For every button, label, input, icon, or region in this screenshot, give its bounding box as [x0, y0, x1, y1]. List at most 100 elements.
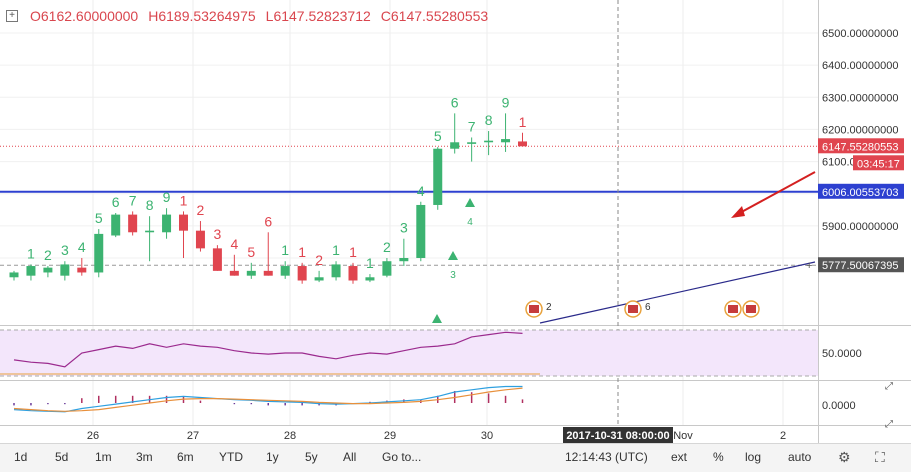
- candle[interactable]: [212, 248, 222, 271]
- td-count-label: 5: [434, 128, 442, 144]
- flag-icon: [728, 305, 738, 313]
- range-5d-button[interactable]: 5d: [55, 450, 69, 464]
- candle[interactable]: [229, 270, 239, 276]
- range-1y-button[interactable]: 1y: [266, 450, 279, 464]
- trend-line[interactable]: [539, 261, 816, 324]
- time-tick-label: 27: [187, 430, 199, 442]
- td-count-label: 4: [417, 183, 425, 199]
- candle[interactable]: [331, 264, 341, 278]
- td-count-label: 2: [315, 252, 323, 268]
- expand-pane-icon[interactable]: ⤢: [885, 381, 893, 392]
- candle[interactable]: [501, 139, 511, 143]
- range-ytd-button[interactable]: YTD: [219, 450, 243, 464]
- td-count-label: 1: [298, 244, 306, 260]
- candle[interactable]: [60, 264, 70, 276]
- price-tick-label: 6200.00000000: [822, 124, 898, 136]
- candle[interactable]: [195, 230, 205, 249]
- td-count-label: 1: [27, 245, 35, 261]
- price-tick-label: 6400.00000000: [822, 60, 898, 72]
- td-count-label: 4: [230, 236, 238, 252]
- candle[interactable]: [433, 148, 443, 205]
- td-count-label: 9: [502, 94, 510, 110]
- td-count-label: 1: [180, 192, 188, 208]
- flag-icon: [529, 305, 539, 313]
- candle[interactable]: [9, 272, 19, 278]
- event-count: 6: [645, 302, 651, 313]
- macd-panel[interactable]: [0, 381, 818, 425]
- ohlc-legend: + O6162.60000000 H6189.53264975 L6147.52…: [6, 8, 488, 24]
- td-count-label: 1: [349, 244, 357, 260]
- td-count-label: 1: [366, 255, 374, 271]
- candle[interactable]: [162, 214, 172, 233]
- flag-icon: [628, 305, 638, 313]
- countdown-tag: [853, 155, 904, 171]
- settings-gear-icon[interactable]: ⚙: [838, 449, 851, 465]
- candle[interactable]: [314, 277, 324, 281]
- chart-canvas[interactable]: 123456789123456112111234567891342656500.…: [0, 0, 911, 443]
- time-tick-label: 26: [87, 430, 99, 442]
- td-count-label: 6: [112, 194, 120, 210]
- candle[interactable]: [484, 140, 494, 143]
- candle[interactable]: [399, 258, 409, 262]
- goto-button[interactable]: Go to...: [382, 450, 422, 464]
- range-6m-button[interactable]: 6m: [177, 450, 194, 464]
- candle[interactable]: [416, 204, 426, 258]
- rsi-line: [13, 331, 523, 368]
- candle[interactable]: [348, 266, 358, 281]
- candle[interactable]: [94, 233, 104, 273]
- td-count-label: 8: [146, 197, 154, 213]
- td-count-label: 3: [61, 242, 69, 258]
- td-count-label: 1: [332, 242, 340, 258]
- ohlc-close: C6147.55280553: [380, 8, 489, 24]
- log-toggle[interactable]: log: [745, 450, 762, 464]
- countdown-label: 03:45:17: [857, 158, 900, 170]
- td-count-label: 1: [519, 114, 527, 130]
- clock-label[interactable]: 12:14:43 (UTC): [565, 450, 648, 464]
- candle[interactable]: [280, 266, 290, 276]
- ohlc-high: H6189.53264975: [148, 8, 256, 24]
- range-3m-button[interactable]: 3m: [136, 450, 153, 464]
- buy-marker-icon: [432, 314, 442, 323]
- candle[interactable]: [518, 141, 527, 147]
- annotation-arrow[interactable]: [735, 171, 816, 216]
- candle[interactable]: [128, 214, 138, 233]
- td-count-label: 3: [400, 220, 408, 236]
- auto-toggle[interactable]: auto: [788, 450, 812, 464]
- time-tick-label: 30: [481, 430, 493, 442]
- add-line-icon[interactable]: +: [806, 260, 812, 272]
- candle[interactable]: [77, 267, 87, 273]
- td-count-label: 2: [44, 247, 52, 263]
- td-count-label: 5: [95, 210, 103, 226]
- candle[interactable]: [246, 270, 256, 276]
- candle[interactable]: [365, 277, 375, 281]
- range-1m-button[interactable]: 1m: [95, 450, 112, 464]
- collapse-legend-icon[interactable]: +: [6, 10, 18, 22]
- crosshair-time-tag: [563, 427, 673, 443]
- fullscreen-icon[interactable]: ⛶: [875, 449, 885, 465]
- td-count-label: 3: [214, 226, 222, 242]
- candle[interactable]: [467, 142, 477, 144]
- candle[interactable]: [26, 266, 36, 276]
- td-count-label: 6: [264, 213, 272, 229]
- price-tick-label: 5900.00000000: [822, 221, 898, 233]
- td-setup-label: 3: [450, 270, 456, 281]
- candle[interactable]: [145, 230, 155, 233]
- candle[interactable]: [450, 142, 460, 149]
- range-5y-button[interactable]: 5y: [305, 450, 318, 464]
- candle[interactable]: [179, 214, 188, 231]
- ext-toggle[interactable]: ext: [671, 450, 688, 464]
- price-panel[interactable]: [0, 0, 818, 325]
- expand-pane-icon[interactable]: ⤢: [885, 419, 893, 430]
- candle[interactable]: [43, 267, 53, 273]
- candle[interactable]: [382, 261, 392, 276]
- range-all-button[interactable]: All: [343, 450, 357, 464]
- buy-marker-icon: [448, 251, 458, 260]
- percent-toggle[interactable]: %: [713, 450, 724, 464]
- candle[interactable]: [111, 214, 121, 236]
- rsi-axis-label: 50.0000: [822, 348, 862, 360]
- candle[interactable]: [263, 270, 273, 276]
- candle[interactable]: [297, 266, 307, 281]
- bottom-toolbar: 1d 5d 1m 3m 6m YTD 1y 5y All Go to... 12…: [0, 443, 911, 472]
- range-1d-button[interactable]: 1d: [14, 450, 28, 464]
